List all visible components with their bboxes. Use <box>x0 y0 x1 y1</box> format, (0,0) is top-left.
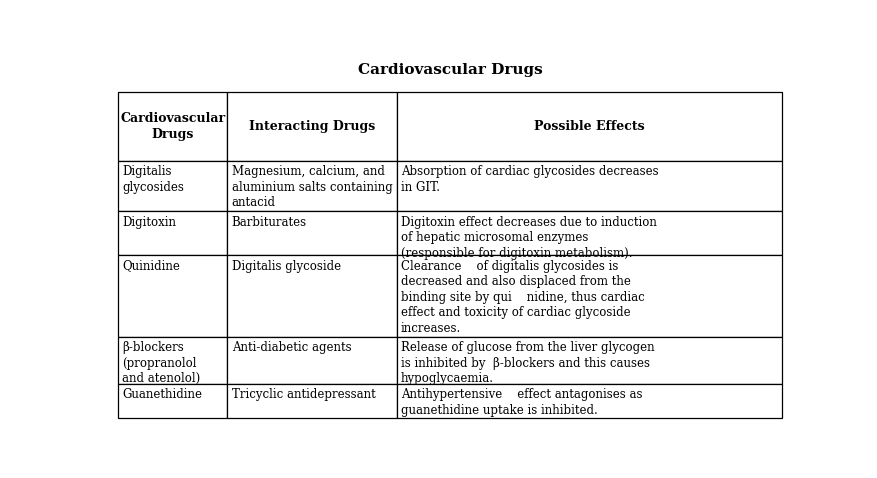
Bar <box>396 161 781 211</box>
Bar <box>118 337 227 384</box>
Bar <box>118 255 227 337</box>
Text: Digitalis glycoside: Digitalis glycoside <box>232 260 340 272</box>
Text: β-blockers
(propranolol
and atenolol): β-blockers (propranolol and atenolol) <box>122 341 200 385</box>
Bar <box>227 255 396 337</box>
Text: Cardiovascular Drugs: Cardiovascular Drugs <box>357 63 542 77</box>
Bar <box>118 384 227 418</box>
Text: Cardiovascular
Drugs: Cardiovascular Drugs <box>120 112 225 141</box>
Text: Clearance    of digitalis glycosides is
decreased and also displaced from the
bi: Clearance of digitalis glycosides is dec… <box>401 260 644 335</box>
Bar <box>118 92 227 161</box>
Text: Barbiturates: Barbiturates <box>232 216 306 228</box>
Text: Release of glucose from the liver glycogen
is inhibited by  β-blockers and this : Release of glucose from the liver glycog… <box>401 341 654 385</box>
Text: Interacting Drugs: Interacting Drugs <box>249 120 374 133</box>
Text: Magnesium, calcium, and
aluminium salts containing
antacid: Magnesium, calcium, and aluminium salts … <box>232 165 392 209</box>
Bar <box>227 161 396 211</box>
Bar <box>396 384 781 418</box>
Bar <box>118 211 227 255</box>
Text: Quinidine: Quinidine <box>122 260 180 272</box>
Text: Guanethidine: Guanethidine <box>122 388 202 401</box>
Text: Antihypertensive    effect antagonises as
guanethidine uptake is inhibited.: Antihypertensive effect antagonises as g… <box>401 388 642 417</box>
Text: Anti-diabetic agents: Anti-diabetic agents <box>232 341 351 354</box>
Bar <box>396 92 781 161</box>
Bar <box>227 384 396 418</box>
Text: Digitalis
glycosides: Digitalis glycosides <box>122 165 183 194</box>
Text: Possible Effects: Possible Effects <box>533 120 644 133</box>
Text: Absorption of cardiac glycosides decreases
in GIT.: Absorption of cardiac glycosides decreas… <box>401 165 658 194</box>
Bar <box>227 337 396 384</box>
Bar <box>227 211 396 255</box>
Bar <box>118 161 227 211</box>
Text: Digitoxin: Digitoxin <box>122 216 175 228</box>
Bar <box>396 255 781 337</box>
Bar <box>227 92 396 161</box>
Text: Tricyclic antidepressant: Tricyclic antidepressant <box>232 388 374 401</box>
Text: Digitoxin effect decreases due to induction
of hepatic microsomal enzymes
(respo: Digitoxin effect decreases due to induct… <box>401 216 656 260</box>
Bar <box>396 337 781 384</box>
Bar <box>396 211 781 255</box>
